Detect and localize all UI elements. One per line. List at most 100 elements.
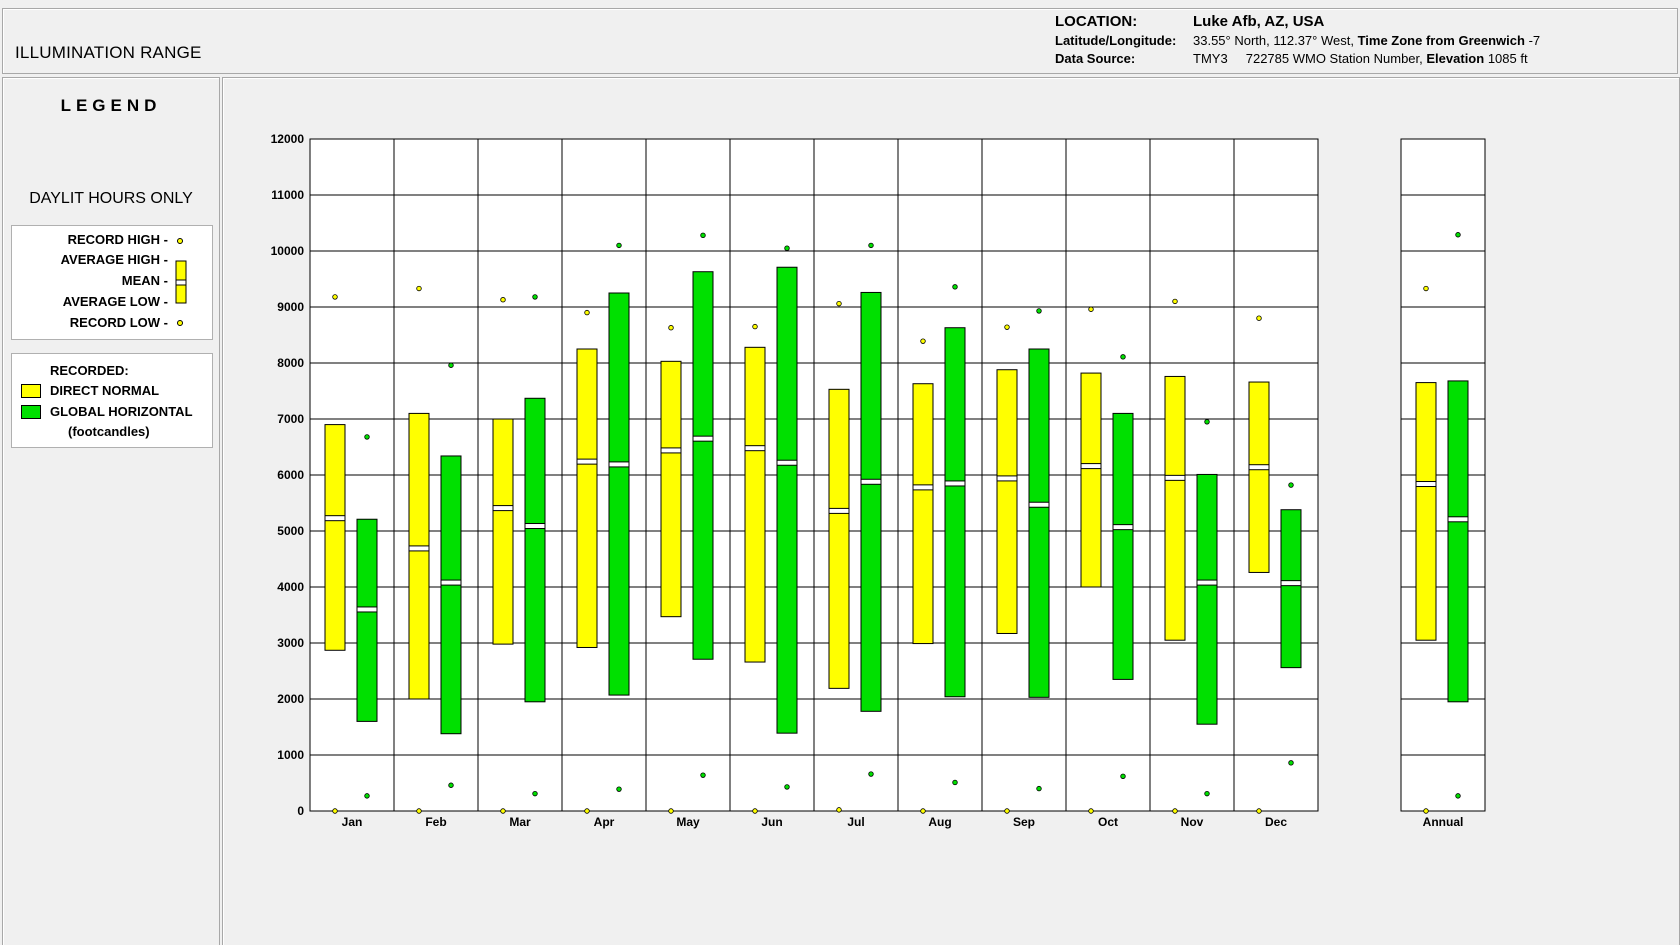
- direct-normal-mean-nov: [1164, 474, 1186, 481]
- global-horizontal-record-high-apr: [616, 242, 622, 249]
- direct-normal-record-low-sep: [1004, 808, 1010, 814]
- direct-normal-box-sep: [996, 369, 1018, 634]
- direct-normal-record-high-oct: [1088, 306, 1094, 312]
- direct-normal-swatch: [21, 384, 41, 398]
- global-horizontal-box-oct: [1112, 412, 1134, 680]
- global-horizontal-mean-jun: [776, 459, 798, 466]
- y-tick-label: 7000: [277, 412, 304, 426]
- chart-panel: 0 1000 2000 3000 4000 5000 6000 7000 8000 9000 100…: [222, 77, 1680, 945]
- global-horizontal-mean-mar: [524, 523, 546, 530]
- global-horizontal-record-high-nov: [1204, 419, 1210, 425]
- source-line: TMY3 722785 WMO Station Number, Elevatio…: [1193, 51, 1528, 66]
- global-horizontal-mean-oct: [1112, 524, 1134, 531]
- direct-normal-box-apr: [576, 348, 598, 648]
- global-horizontal-box-jul: [860, 291, 882, 712]
- y-tick-label: 8000: [277, 356, 304, 370]
- global-horizontal-box-jan: [356, 518, 378, 722]
- global-horizontal-record-high-jan: [364, 434, 370, 440]
- global-horizontal-mean-nov: [1196, 579, 1218, 586]
- global-horizontal-mean-may: [692, 435, 714, 442]
- direct-normal-record-low-feb: [416, 808, 422, 814]
- global-horizontal-mean-feb: [440, 579, 462, 586]
- direct-normal-record-high-may: [668, 325, 674, 331]
- direct-normal-record-high-annual: [1423, 285, 1429, 292]
- x-tick-label-feb: Feb: [425, 815, 446, 829]
- x-tick-label-oct: Oct: [1098, 815, 1118, 829]
- legend-title: LEGEND: [60, 96, 162, 115]
- global-horizontal-record-low-oct: [1120, 773, 1126, 779]
- station-value: 722785 WMO Station Number,: [1245, 51, 1423, 66]
- direct-normal-record-low-dec: [1256, 808, 1262, 814]
- global-horizontal-mean-apr: [608, 461, 630, 468]
- direct-normal-record-low-jul: [836, 807, 842, 813]
- direct-normal-box-oct: [1080, 372, 1102, 588]
- header-panel: ILLUMINATION RANGE LOCATION: Luke Afb, A…: [2, 8, 1678, 74]
- global-horizontal-record-high-may: [700, 232, 706, 239]
- global-horizontal-record-low-feb: [448, 782, 454, 788]
- timezone-value: -7: [1528, 33, 1541, 48]
- direct-normal-box-jun: [744, 346, 766, 663]
- x-tick-label-mar: Mar: [509, 815, 531, 829]
- direct-normal-record-low-nov: [1172, 808, 1178, 814]
- direct-normal-box-nov: [1164, 375, 1186, 641]
- x-tick-label-jan: Jan: [342, 815, 363, 829]
- legend-global-horizontal: GLOBAL HORIZONTAL: [50, 404, 193, 419]
- direct-normal-mean-feb: [408, 545, 430, 552]
- global-horizontal-record-high-jun: [784, 245, 790, 251]
- legend-key-graphic: [175, 238, 187, 326]
- global-horizontal-record-high-jul: [868, 242, 874, 249]
- global-horizontal-box-may: [692, 271, 714, 660]
- direct-normal-box-dec: [1248, 381, 1270, 573]
- global-horizontal-record-low-nov: [1204, 790, 1210, 797]
- global-horizontal-record-high-feb: [448, 362, 454, 368]
- direct-normal-record-high-jan: [332, 294, 338, 300]
- source-value: TMY3: [1193, 51, 1228, 66]
- legend-record-high: RECORD HIGH -: [67, 232, 168, 247]
- legend-mean: MEAN -: [121, 273, 168, 288]
- global-horizontal-record-high-oct: [1120, 354, 1126, 360]
- direct-normal-box-jan: [324, 424, 346, 651]
- global-horizontal-record-low-may: [700, 772, 706, 778]
- global-horizontal-box-aug: [944, 327, 966, 698]
- direct-normal-record-high-apr: [584, 309, 590, 316]
- direct-normal-mean-jul: [828, 507, 850, 514]
- y-tick-label: 0: [297, 804, 304, 818]
- direct-normal-record-low-aug: [920, 808, 926, 814]
- location-value: Luke Afb, AZ, USA: [1193, 13, 1325, 30]
- x-tick-label-jun: Jun: [761, 815, 782, 829]
- legend-key-box: RECORD HIGH - AVERAGE HIGH - MEAN - AVER…: [11, 225, 213, 340]
- global-horizontal-record-low-sep: [1036, 785, 1042, 792]
- y-tick-label: 5000: [277, 524, 304, 538]
- legend-average-high: AVERAGE HIGH -: [60, 252, 168, 267]
- global-horizontal-record-high-mar: [532, 294, 538, 300]
- global-horizontal-record-low-jun: [784, 784, 790, 790]
- y-tick-label: 2000: [277, 692, 304, 706]
- x-tick-label-sep: Sep: [1013, 815, 1035, 829]
- daylit-hours-label: DAYLIT HOURS ONLY: [29, 190, 193, 207]
- legend-average-low: AVERAGE LOW -: [62, 294, 168, 309]
- direct-normal-record-high-feb: [416, 285, 422, 292]
- location-label: LOCATION:: [1055, 13, 1138, 30]
- direct-normal-mean-may: [660, 447, 682, 454]
- global-horizontal-box-dec: [1280, 509, 1302, 669]
- direct-normal-box-jul: [828, 388, 850, 689]
- direct-normal-record-high-aug: [920, 338, 926, 344]
- page-title: ILLUMINATION RANGE: [15, 43, 202, 62]
- y-tick-label: 3000: [277, 636, 304, 650]
- global-horizontal-record-high-dec: [1288, 482, 1294, 488]
- direct-normal-record-high-nov: [1172, 298, 1178, 305]
- direct-normal-mean-dec: [1248, 464, 1270, 471]
- global-horizontal-swatch: [21, 405, 41, 419]
- direct-normal-mean-sep: [996, 475, 1018, 482]
- direct-normal-record-low-apr: [584, 808, 590, 814]
- y-tick-label: 10000: [271, 244, 305, 258]
- global-horizontal-box-feb: [440, 455, 462, 735]
- latlon-value: 33.55° North, 112.37° West,: [1193, 33, 1354, 48]
- legend-record-low-dot: [177, 320, 183, 326]
- legend-panel: LEGEND DAYLIT HOURS ONLY RECORD HIGH - A…: [2, 77, 220, 945]
- direct-normal-record-high-sep: [1004, 324, 1010, 330]
- y-tick-label: 12000: [271, 132, 305, 146]
- global-horizontal-record-low-jul: [868, 771, 874, 777]
- global-horizontal-record-low-mar: [532, 790, 538, 797]
- x-tick-label-nov: Nov: [1181, 815, 1204, 829]
